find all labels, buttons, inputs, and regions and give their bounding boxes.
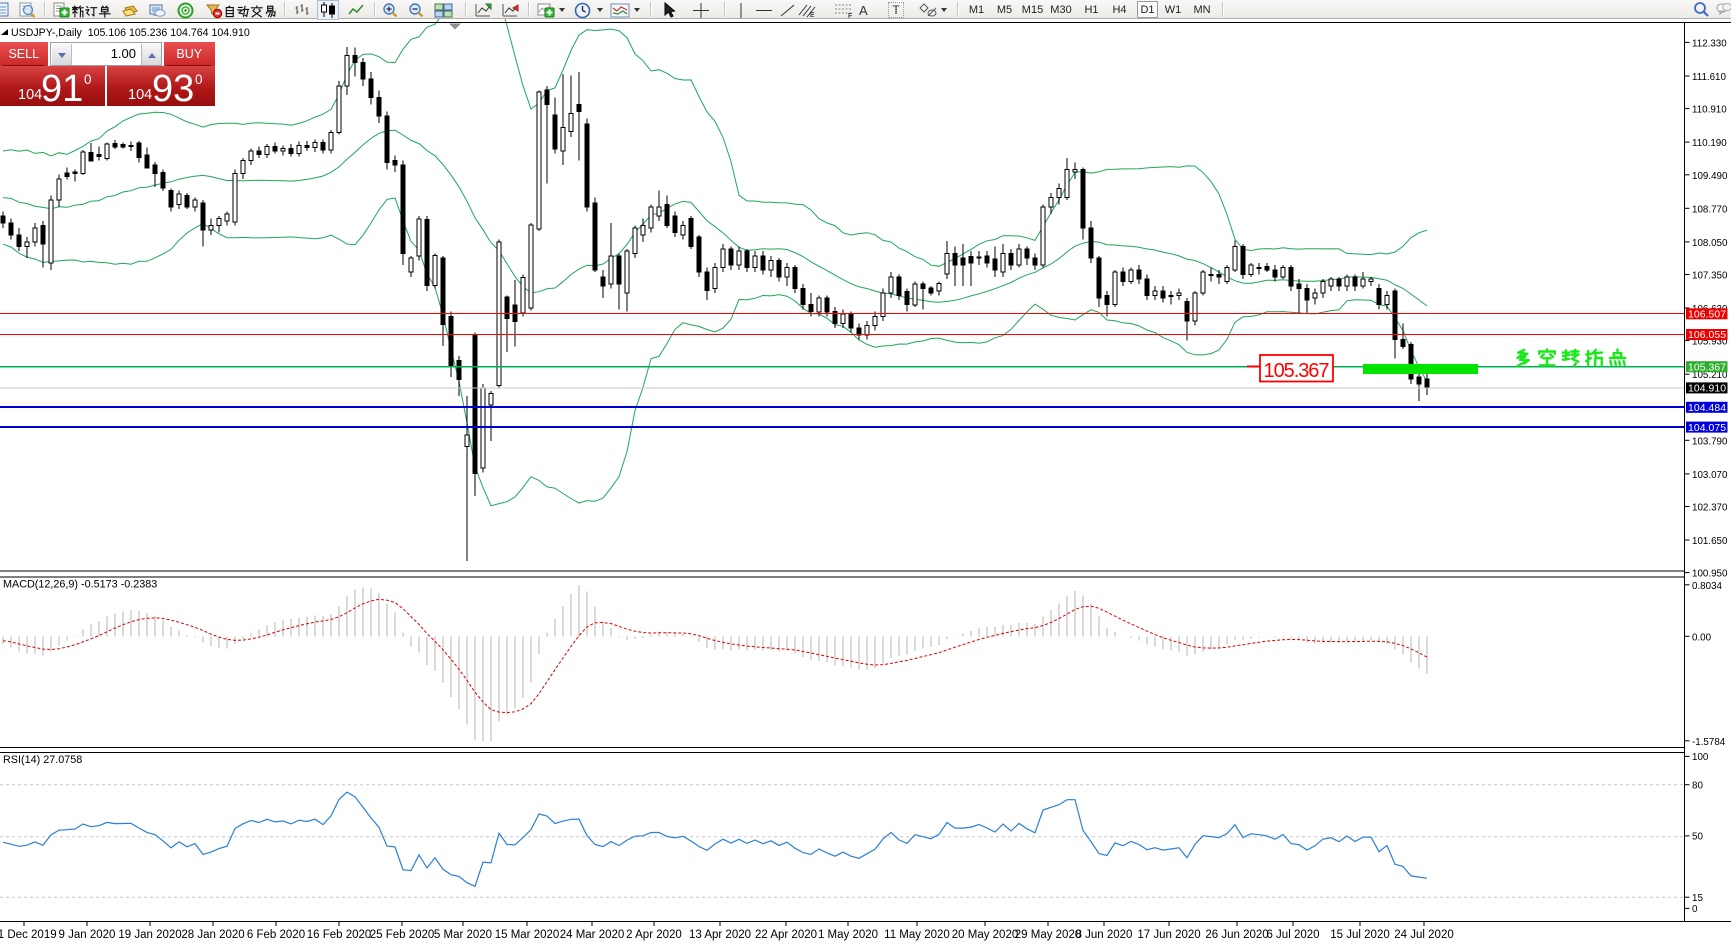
svg-text:102.370: 102.370 (1692, 503, 1728, 514)
svg-text:100: 100 (1692, 752, 1709, 763)
svg-text:19 Jan 2020: 19 Jan 2020 (118, 929, 181, 941)
svg-text:15 Mar 2020: 15 Mar 2020 (495, 929, 560, 941)
svg-text:MACD(12,26,9) -0.5173 -0.2383: MACD(12,26,9) -0.5173 -0.2383 (3, 579, 157, 591)
svg-text:22 Apr 2020: 22 Apr 2020 (755, 929, 817, 941)
svg-text:112.330: 112.330 (1692, 38, 1727, 49)
svg-text:105.367: 105.367 (1264, 360, 1330, 382)
svg-text:103.790: 103.790 (1692, 436, 1728, 447)
svg-text:104.075: 104.075 (1688, 423, 1726, 434)
svg-text:110.190: 110.190 (1692, 138, 1727, 149)
svg-text:106.507: 106.507 (1688, 310, 1726, 321)
svg-text:108.770: 108.770 (1692, 204, 1728, 215)
svg-text:31 Dec 2019: 31 Dec 2019 (0, 929, 57, 941)
svg-text:0: 0 (1692, 904, 1698, 915)
svg-text:1 May 2020: 1 May 2020 (818, 929, 878, 941)
svg-text:103.070: 103.070 (1692, 470, 1728, 481)
svg-text:109.490: 109.490 (1692, 171, 1728, 182)
svg-text:29 May 2020: 29 May 2020 (1015, 929, 1082, 941)
svg-text:107.350: 107.350 (1692, 271, 1728, 282)
svg-text:2 Apr 2020: 2 Apr 2020 (626, 929, 682, 941)
svg-text:100.950: 100.950 (1692, 569, 1728, 580)
svg-text:-1.5784: -1.5784 (1692, 737, 1726, 748)
svg-text:24 Jul 2020: 24 Jul 2020 (1394, 929, 1453, 941)
svg-text:15 Jul 2020: 15 Jul 2020 (1330, 929, 1389, 941)
svg-text:0.8034: 0.8034 (1692, 581, 1723, 592)
svg-text:5 Mar 2020: 5 Mar 2020 (434, 929, 492, 941)
svg-text:15: 15 (1692, 893, 1703, 904)
svg-text:28 Jan 2020: 28 Jan 2020 (181, 929, 244, 941)
svg-text:80: 80 (1692, 781, 1703, 792)
svg-text:16 Feb 2020: 16 Feb 2020 (307, 929, 372, 941)
svg-text:108.050: 108.050 (1692, 238, 1728, 249)
svg-text:E: E (810, 12, 815, 19)
svg-text:RSI(14) 27.0758: RSI(14) 27.0758 (3, 754, 82, 766)
svg-text:6 Jul 2020: 6 Jul 2020 (1266, 929, 1319, 941)
svg-text:24 Mar 2020: 24 Mar 2020 (560, 929, 625, 941)
svg-text:9 Jan 2020: 9 Jan 2020 (59, 929, 116, 941)
svg-text:0.00: 0.00 (1692, 632, 1712, 643)
svg-text:20 May 2020: 20 May 2020 (952, 929, 1019, 941)
svg-text:111.610: 111.610 (1692, 72, 1727, 83)
svg-text:25 Feb 2020: 25 Feb 2020 (370, 929, 435, 941)
svg-text:13 Apr 2020: 13 Apr 2020 (689, 929, 751, 941)
svg-text:104.910: 104.910 (1688, 384, 1726, 395)
svg-text:11 May 2020: 11 May 2020 (884, 929, 950, 941)
svg-text:8 Jun 2020: 8 Jun 2020 (1076, 929, 1133, 941)
svg-text:50: 50 (1692, 832, 1703, 843)
svg-text:USDJPY-,Daily 105.106 105.236: USDJPY-,Daily 105.106 105.236 104.764 10… (11, 27, 250, 39)
svg-text:17 Jun 2020: 17 Jun 2020 (1137, 929, 1200, 941)
svg-text:6 Feb 2020: 6 Feb 2020 (247, 929, 305, 941)
svg-text:26 Jun 2020: 26 Jun 2020 (1205, 929, 1268, 941)
svg-text:105.367: 105.367 (1688, 362, 1726, 373)
svg-text:F: F (848, 13, 852, 19)
svg-text:104.484: 104.484 (1688, 403, 1726, 414)
svg-text:106.055: 106.055 (1688, 330, 1726, 341)
svg-text:110.910: 110.910 (1692, 105, 1727, 116)
svg-text:101.650: 101.650 (1692, 536, 1728, 547)
